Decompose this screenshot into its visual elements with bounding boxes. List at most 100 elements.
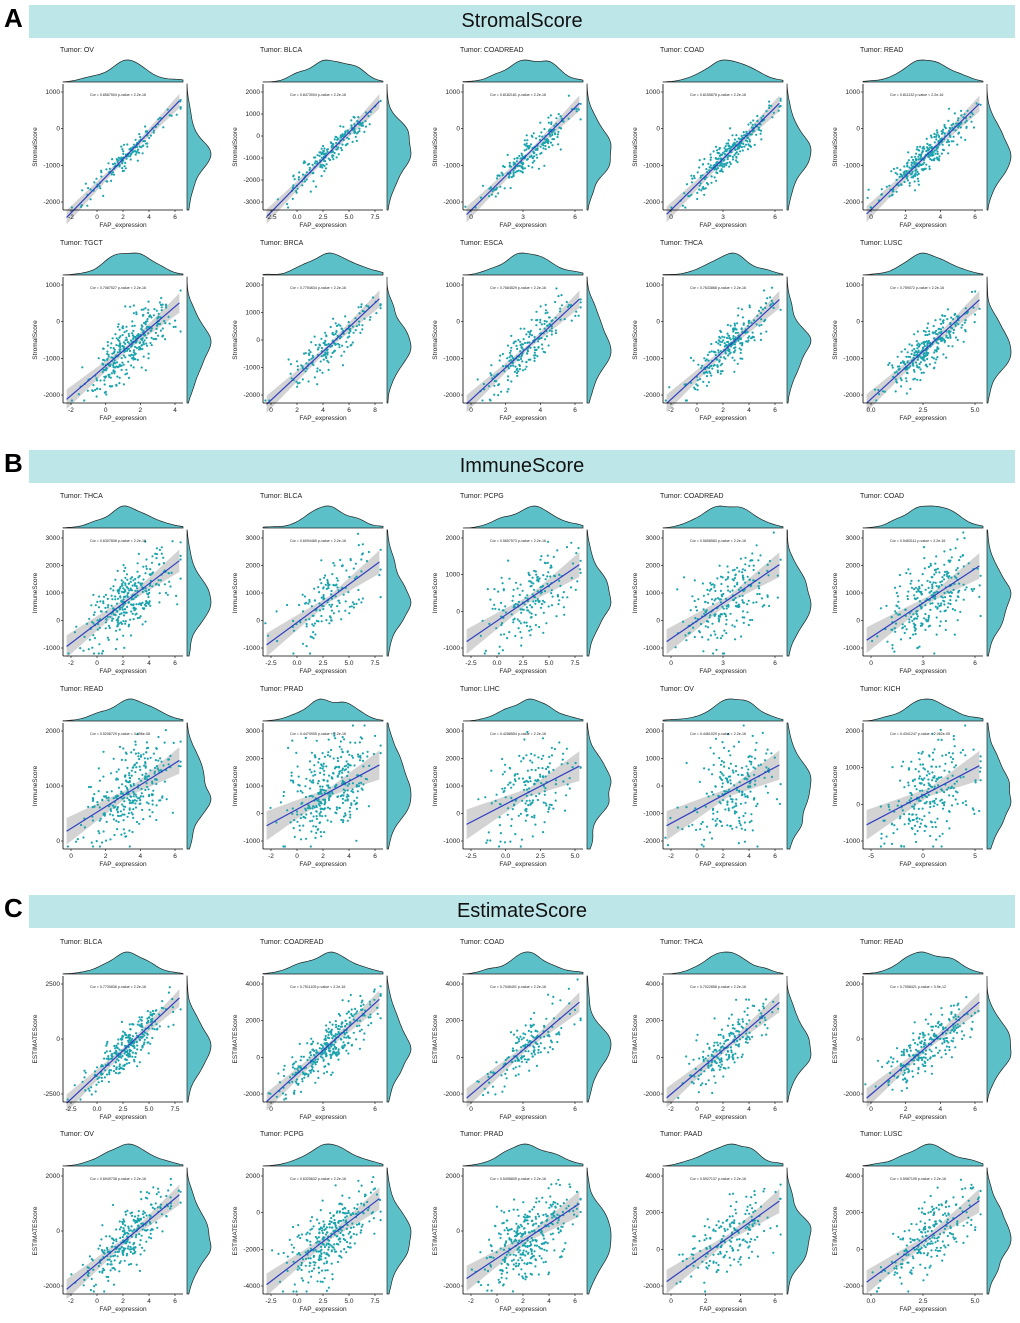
data-point xyxy=(969,116,971,118)
data-point xyxy=(121,783,123,785)
data-point xyxy=(326,360,328,362)
data-point xyxy=(99,187,101,189)
data-point xyxy=(137,752,139,754)
data-point xyxy=(504,841,506,843)
data-point xyxy=(709,747,711,749)
data-point xyxy=(328,797,330,799)
x-tick-label: 6 xyxy=(973,214,977,221)
data-point xyxy=(368,765,370,767)
data-point xyxy=(544,787,546,789)
data-point xyxy=(146,775,148,777)
data-point xyxy=(537,347,539,349)
data-point xyxy=(773,307,775,309)
regression-line xyxy=(667,103,780,214)
data-point xyxy=(499,186,501,188)
data-point xyxy=(740,635,742,637)
data-point xyxy=(748,320,750,322)
data-point xyxy=(128,625,130,627)
y-tick-label: 0 xyxy=(656,618,660,625)
data-point xyxy=(147,596,149,598)
data-point xyxy=(294,178,296,180)
data-point xyxy=(94,637,96,639)
x-tick-label: 6 xyxy=(973,660,977,667)
data-point xyxy=(499,359,501,361)
data-point xyxy=(942,353,944,355)
x-tick-label: 3 xyxy=(721,214,725,221)
data-point xyxy=(925,352,927,354)
data-point xyxy=(488,195,490,197)
data-point xyxy=(933,573,935,575)
data-point xyxy=(128,335,130,337)
data-point xyxy=(374,735,376,737)
y-tick-label: 2000 xyxy=(246,756,261,763)
data-point xyxy=(758,587,760,589)
data-point xyxy=(327,819,329,821)
data-point xyxy=(355,603,357,605)
data-point xyxy=(756,120,758,122)
data-point xyxy=(135,603,137,605)
data-point xyxy=(543,128,545,130)
data-point xyxy=(735,826,737,828)
data-point xyxy=(722,171,724,173)
data-point xyxy=(957,133,959,135)
data-point xyxy=(155,557,157,559)
data-point xyxy=(760,339,762,341)
data-point xyxy=(156,765,158,767)
data-point xyxy=(325,790,327,792)
data-point xyxy=(149,342,151,344)
data-point xyxy=(156,547,158,549)
data-point xyxy=(358,599,360,601)
correlation-label: Cor = 0.8567504 p-value < 2.2e-16 xyxy=(90,93,146,97)
x-axis-label: FAP_expression xyxy=(699,415,747,422)
data-point xyxy=(754,144,756,146)
data-point xyxy=(332,158,334,160)
data-point xyxy=(354,131,356,133)
data-point xyxy=(147,747,149,749)
data-point xyxy=(358,128,360,130)
data-point xyxy=(360,558,362,560)
data-point xyxy=(710,167,712,169)
data-point xyxy=(921,372,923,374)
data-point xyxy=(741,308,743,310)
data-point xyxy=(302,610,304,612)
data-point xyxy=(132,800,134,802)
data-point xyxy=(525,333,527,335)
data-point xyxy=(167,759,169,761)
data-point xyxy=(342,802,344,804)
data-point xyxy=(306,171,308,173)
data-point xyxy=(521,839,523,841)
data-point xyxy=(331,573,333,575)
data-point xyxy=(356,802,358,804)
data-point xyxy=(107,345,109,347)
data-point xyxy=(107,341,109,343)
data-point xyxy=(322,752,324,754)
data-point xyxy=(330,593,332,595)
data-point xyxy=(771,287,773,289)
correlation-label: Cor = 0.6094465 p-value < 2.2e-16 xyxy=(290,539,346,543)
data-point xyxy=(948,560,950,562)
data-point xyxy=(131,325,133,327)
data-point xyxy=(514,635,516,637)
data-point xyxy=(543,785,545,787)
data-point xyxy=(739,822,741,824)
data-point xyxy=(328,739,330,741)
data-point xyxy=(922,573,924,575)
data-point xyxy=(942,144,944,146)
data-point xyxy=(350,119,352,121)
x-tick-label: 3 xyxy=(521,214,525,221)
data-point xyxy=(521,637,523,639)
data-point xyxy=(727,585,729,587)
data-point xyxy=(353,116,355,118)
data-point xyxy=(508,631,510,633)
data-point xyxy=(507,375,509,377)
data-point xyxy=(933,133,935,135)
data-point xyxy=(737,314,739,316)
data-point xyxy=(304,595,306,597)
data-point xyxy=(333,612,335,614)
data-point xyxy=(910,583,912,585)
data-point xyxy=(732,158,734,160)
data-point xyxy=(93,805,95,807)
data-point xyxy=(332,318,334,320)
data-point xyxy=(918,580,920,582)
